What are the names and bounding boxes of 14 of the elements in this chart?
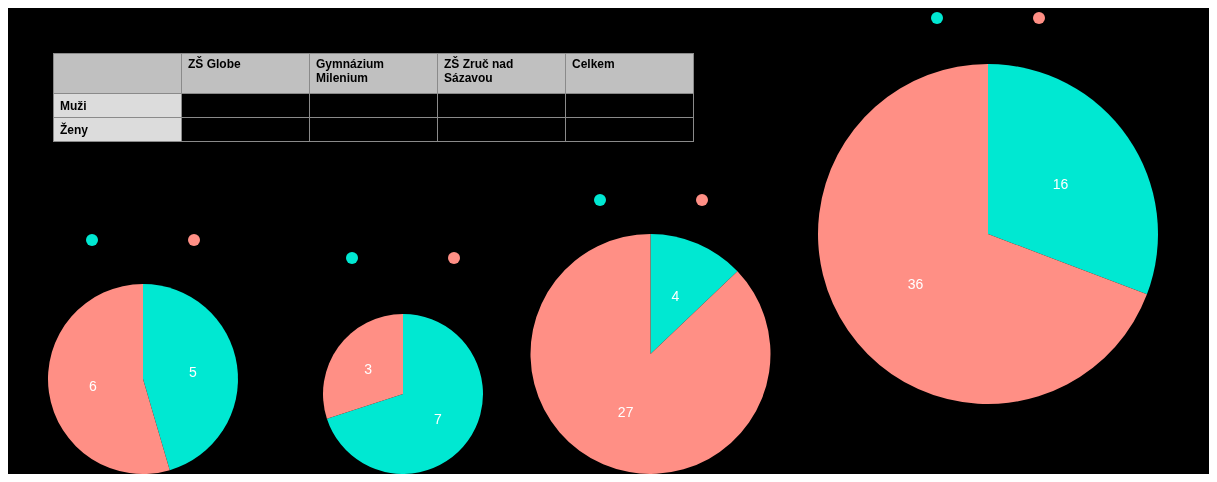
- data-label: 4: [671, 288, 680, 305]
- category-label: Celkem: [565, 53, 694, 94]
- category-label: ZŠ Globe: [181, 53, 310, 94]
- category-label: Muži: [60, 98, 87, 113]
- category-label: Gymnázium Milenium: [309, 53, 438, 94]
- data-label: 5: [189, 363, 198, 380]
- data-label: 36: [907, 275, 924, 292]
- data-label: 7: [433, 411, 442, 428]
- data-label: 16: [1052, 176, 1069, 193]
- data-label: 3: [364, 360, 373, 377]
- data-label: 27: [617, 403, 634, 420]
- category-label: Ženy: [60, 122, 89, 137]
- data-label: 6: [89, 378, 98, 395]
- category-label: ZŠ Zruč nad Sázavou: [437, 53, 566, 94]
